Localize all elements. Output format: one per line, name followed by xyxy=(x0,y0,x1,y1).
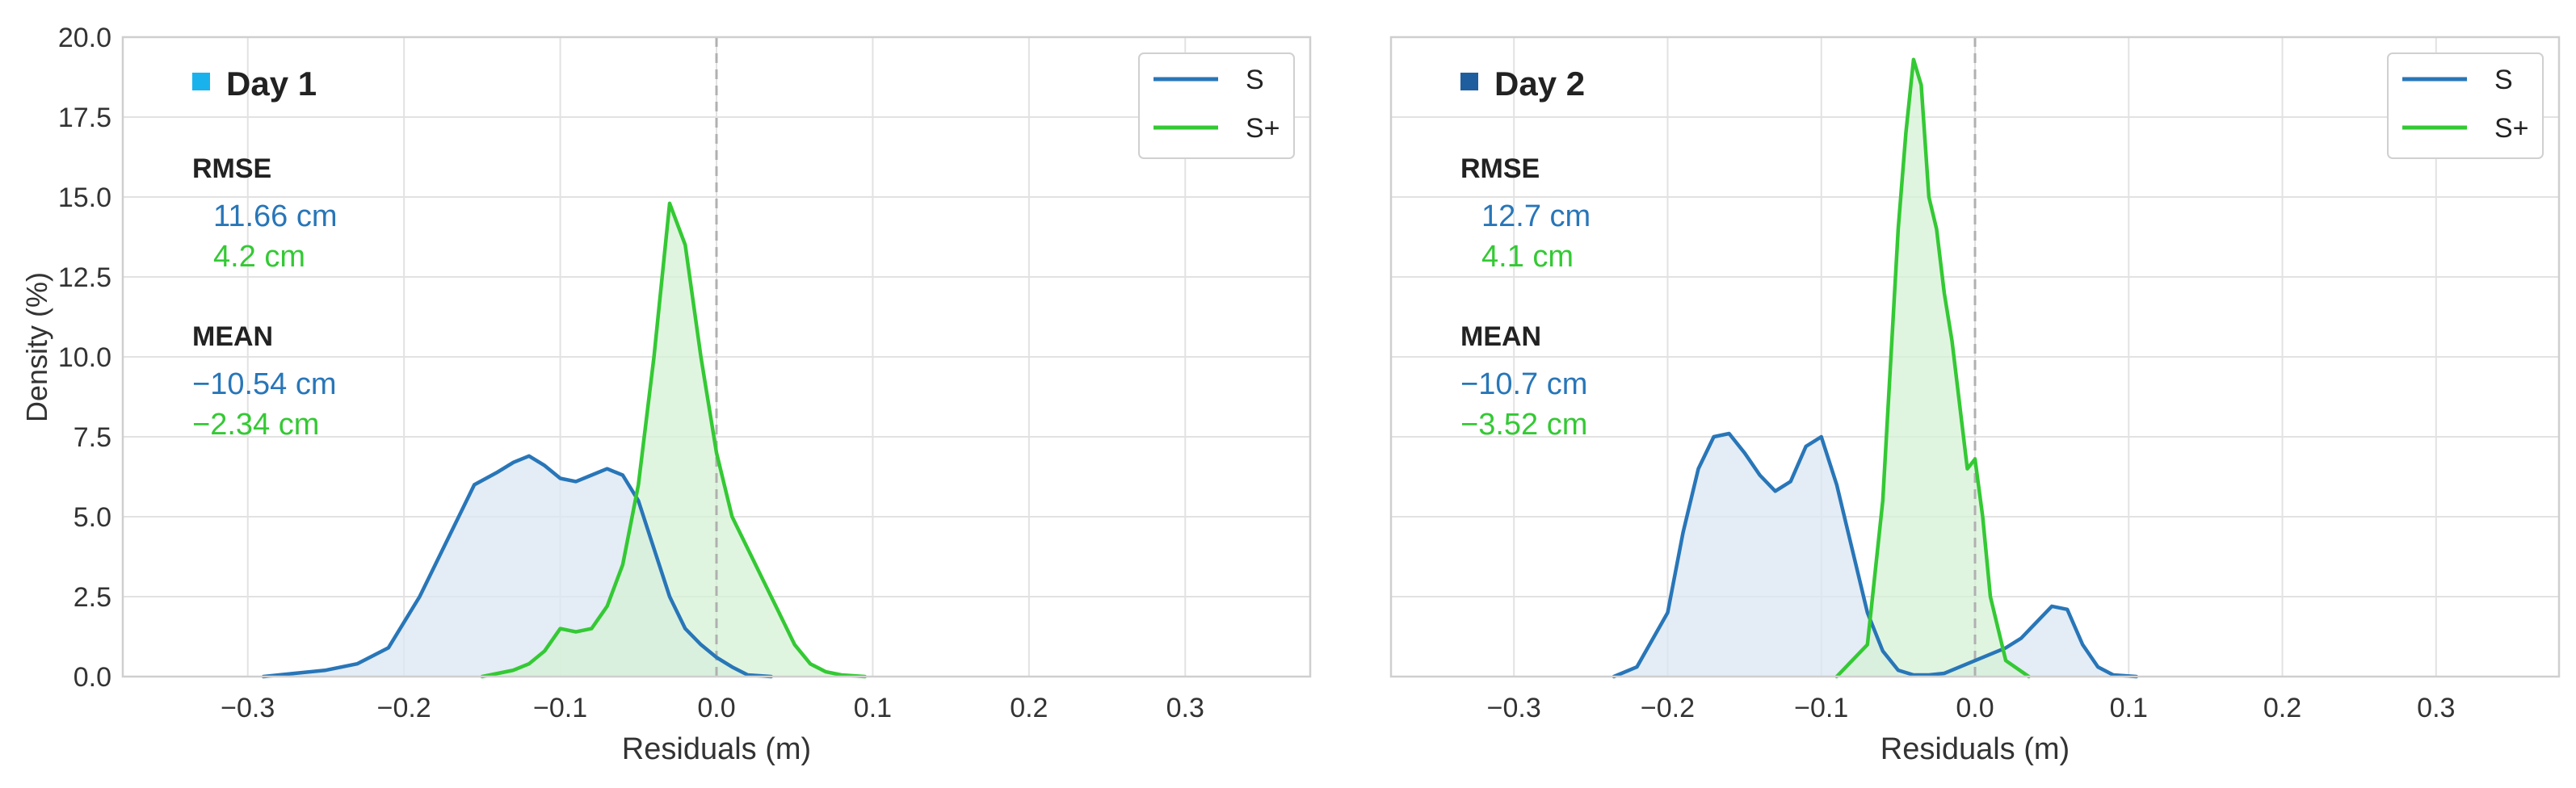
rmse-label: RMSE xyxy=(1460,153,1540,184)
x-axis-label: Residuals (m) xyxy=(1881,732,2070,766)
y-tick-label: 7.5 xyxy=(74,422,111,453)
series-s-curve xyxy=(261,454,773,679)
legend-s-plus-label: S+ xyxy=(1246,113,1280,144)
x-tick-label: 0.0 xyxy=(697,693,735,723)
panel-day-2: −0.3 −0.2 −0.1 0.0 0.1 0.2 0.3 Residuals (m) D… xyxy=(1389,36,2561,766)
mean-s-value: −10.54 cm xyxy=(192,367,337,401)
legend: S S+ xyxy=(1138,52,1295,159)
series-s-plus-area xyxy=(481,203,865,677)
legend-s-plus-label: S+ xyxy=(2494,113,2529,144)
x-tick-label: 0.1 xyxy=(854,693,892,723)
rmse-s-plus-value: 4.2 cm xyxy=(213,240,305,274)
mean-s-value: −10.7 cm xyxy=(1460,367,1587,401)
legend-s-label: S xyxy=(1246,65,1264,95)
x-tick-label: −0.3 xyxy=(221,693,275,723)
y-axis-label: Density (%) xyxy=(20,272,53,422)
panel-day-1: −0.3 −0.2 −0.1 0.0 0.1 0.2 0.3 0.0 2.5 5.0 7.5 10.… xyxy=(58,23,1312,766)
plot-frame xyxy=(1389,36,2561,678)
rmse-s-value: 11.66 cm xyxy=(213,199,337,233)
x-tick-label: 0.0 xyxy=(1956,693,1994,723)
y-tick-label: 0.0 xyxy=(74,662,111,693)
day-marker-square xyxy=(192,73,210,90)
x-tick-label: 0.1 xyxy=(2110,693,2148,723)
legend: S S+ xyxy=(2387,52,2544,159)
series-s-plus-area xyxy=(1836,59,2029,677)
panel-title: Day 2 xyxy=(1494,65,1585,103)
series-s-plus-curve xyxy=(480,201,868,679)
rmse-label: RMSE xyxy=(192,153,271,184)
legend-s-label: S xyxy=(2494,65,2513,95)
panel-title: Day 1 xyxy=(226,65,317,103)
density-fills xyxy=(1613,59,2137,677)
rmse-s-plus-value: 4.1 cm xyxy=(1481,240,1574,274)
y-tick-label: 15.0 xyxy=(58,182,111,213)
mean-s-plus-value: −3.52 cm xyxy=(1460,408,1587,442)
y-tick-label: 12.5 xyxy=(58,262,111,293)
x-tick-label: −0.3 xyxy=(1487,693,1541,723)
y-tick-label: 2.5 xyxy=(74,582,111,613)
x-tick-label: 0.2 xyxy=(1010,693,1048,723)
x-tick-label: −0.2 xyxy=(377,693,431,723)
x-tick-label: 0.3 xyxy=(1166,693,1204,723)
x-tick-labels: −0.3 −0.2 −0.1 0.0 0.1 0.2 0.3 xyxy=(221,693,1204,723)
density-fills xyxy=(263,203,865,677)
x-tick-label: −0.1 xyxy=(533,693,587,723)
density-curves xyxy=(261,201,868,679)
y-tick-label: 20.0 xyxy=(58,23,111,53)
y-tick-label: 10.0 xyxy=(58,342,111,373)
y-tick-label: 5.0 xyxy=(74,502,111,533)
mean-s-plus-value: −2.34 cm xyxy=(192,408,319,442)
series-s-area xyxy=(1613,434,2137,677)
series-s-plus-curve xyxy=(1834,57,2031,679)
x-tick-label: −0.1 xyxy=(1794,693,1848,723)
x-tick-label: −0.2 xyxy=(1641,693,1695,723)
x-tick-labels: −0.3 −0.2 −0.1 0.0 0.1 0.2 0.3 xyxy=(1487,693,2456,723)
density-curves xyxy=(1612,57,2139,679)
grid-lines xyxy=(123,36,1310,677)
x-axis-label: Residuals (m) xyxy=(622,732,811,766)
series-s-curve xyxy=(1612,431,2139,679)
plot-frame xyxy=(121,36,1312,678)
day-marker-square xyxy=(1460,73,1478,90)
y-tick-labels: 0.0 2.5 5.0 7.5 10.0 12.5 15.0 17.5 20.0 xyxy=(58,23,111,693)
y-tick-label: 17.5 xyxy=(58,103,111,133)
x-tick-label: 0.3 xyxy=(2417,693,2455,723)
mean-label: MEAN xyxy=(1460,321,1541,352)
rmse-s-value: 12.7 cm xyxy=(1481,199,1591,233)
mean-label: MEAN xyxy=(192,321,273,352)
x-tick-label: 0.2 xyxy=(2263,693,2301,723)
